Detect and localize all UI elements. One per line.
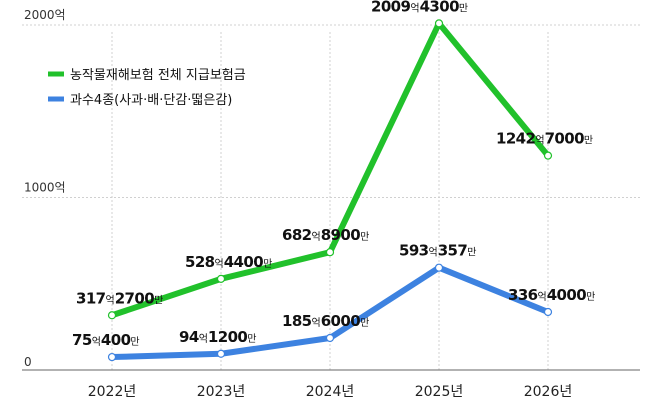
x-tick-label: 2023년 — [197, 384, 246, 400]
data-label: 528억4400만 — [185, 253, 272, 271]
x-tick-label: 2025년 — [415, 384, 464, 400]
data-label-part: 만 — [584, 135, 593, 147]
data-label-part: 357 — [438, 242, 468, 260]
data-label: 336억4000만 — [508, 286, 595, 304]
data-point — [107, 352, 117, 362]
y-tick-label: 1000억 — [24, 181, 66, 195]
data-label-part: 억 — [199, 333, 208, 345]
data-point — [434, 19, 444, 28]
data-label-layer: 317억2700만528억4400만682억8900만2009억4300만124… — [72, 0, 595, 349]
data-label-part: 4000 — [547, 286, 587, 304]
data-label: 593억357만 — [399, 242, 476, 260]
data-label-part: 8900 — [321, 226, 361, 244]
data-label-part: 억 — [215, 258, 224, 270]
data-label: 75억400만 — [72, 331, 140, 349]
x-tick-label: 2024년 — [306, 384, 355, 400]
axis-layer: 0 1000억 2000억 2022년 2023년 2024년 2025년 2026년 — [22, 8, 640, 400]
data-label-part: 억 — [312, 231, 321, 243]
y-tick-label: 2000억 — [24, 8, 66, 22]
data-point — [543, 307, 553, 317]
data-label-part: 만 — [263, 258, 272, 270]
data-label-part: 만 — [247, 333, 256, 345]
data-label-part: 억 — [106, 294, 115, 306]
data-label: 2009억4300만 — [371, 0, 468, 15]
data-point — [434, 263, 444, 272]
data-label-part: 1200 — [208, 328, 248, 346]
data-point — [216, 274, 226, 283]
data-label-part: 593 — [399, 242, 429, 260]
data-label-part: 7000 — [545, 130, 585, 148]
data-label-part: 4400 — [224, 253, 264, 271]
data-label-part: 억 — [429, 247, 438, 259]
data-label: 317억2700만 — [76, 289, 163, 307]
data-label-part: 만 — [360, 231, 369, 243]
data-label-part: 만 — [459, 2, 468, 14]
series-layer — [107, 19, 553, 362]
x-tick-label: 2026년 — [524, 384, 573, 400]
data-label-part: 4300 — [420, 0, 460, 15]
data-label-part: 만 — [586, 291, 595, 303]
data-label: 1242억7000만 — [496, 130, 593, 148]
data-label-part: 75 — [72, 331, 92, 349]
data-point — [543, 151, 553, 160]
data-label-part: 억 — [538, 291, 547, 303]
data-label-part: 억 — [535, 135, 544, 147]
data-label: 185억6000만 — [282, 312, 369, 330]
data-label-part: 만 — [154, 294, 163, 306]
data-label-part: 185 — [282, 312, 312, 330]
data-point — [325, 333, 335, 343]
data-label-part: 만 — [130, 336, 139, 348]
data-label-part: 317 — [76, 289, 106, 307]
data-label-part: 1242 — [496, 130, 536, 148]
data-label-part: 억 — [410, 2, 419, 14]
y-tick-label: 0 — [24, 355, 32, 369]
data-point — [216, 349, 226, 358]
data-label: 682억8900만 — [282, 226, 369, 244]
data-label: 94억1200만 — [179, 328, 256, 346]
data-label-part: 2009 — [371, 0, 411, 15]
data-label-part: 억 — [312, 317, 321, 329]
legend-label: 과수4종(사과·배·단감·떫은감) — [70, 93, 232, 108]
data-label-part: 682 — [282, 226, 312, 244]
data-label-part: 94 — [179, 328, 199, 346]
data-label-part: 6000 — [321, 312, 361, 330]
data-label-part: 만 — [467, 247, 476, 259]
data-label-part: 만 — [360, 317, 369, 329]
x-tick-label: 2022년 — [88, 384, 137, 400]
data-point — [107, 311, 117, 320]
data-label-part: 336 — [508, 286, 538, 304]
legend-label: 농작물재해보험 전체 지급보험금 — [70, 68, 246, 83]
data-label-part: 억 — [92, 336, 101, 348]
data-label-part: 2700 — [115, 289, 155, 307]
data-label-part: 528 — [185, 253, 215, 271]
data-point — [325, 248, 335, 257]
data-label-part: 400 — [101, 331, 131, 349]
